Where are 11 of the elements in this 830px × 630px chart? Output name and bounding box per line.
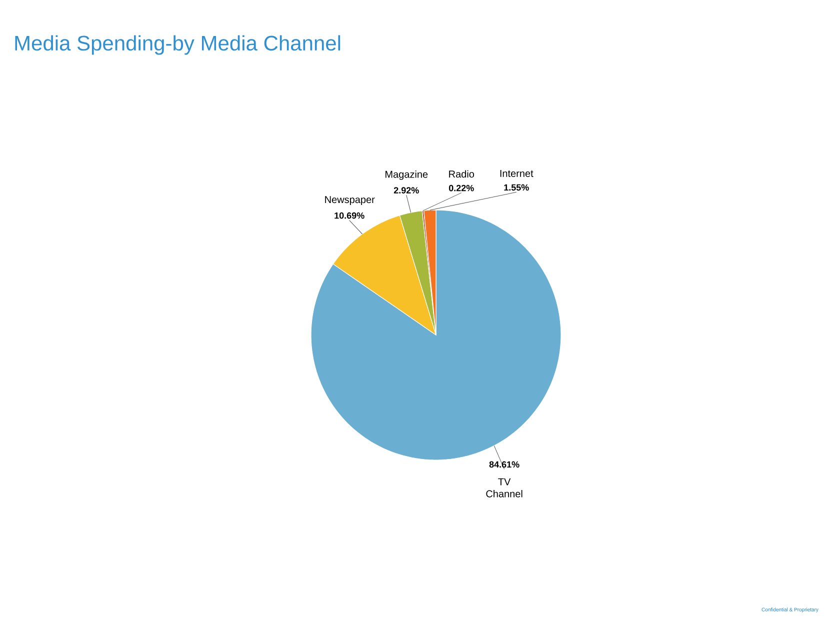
data-label: 0.22% bbox=[448, 184, 474, 192]
slice-label: Radio bbox=[449, 170, 474, 178]
chart-title: Media Spending-by Media Channel bbox=[15, 35, 340, 55]
data-label: 10.69% bbox=[334, 212, 364, 219]
slice-label: Internet bbox=[500, 170, 534, 177]
slice-label: Magazine bbox=[386, 170, 428, 180]
slice-label: Newspaper bbox=[325, 196, 375, 206]
data-label: 1.55% bbox=[504, 184, 529, 191]
slice-label: TV Channel bbox=[486, 478, 522, 498]
data-label: 84.61% bbox=[489, 461, 520, 468]
data-label: 2.92% bbox=[394, 187, 419, 194]
